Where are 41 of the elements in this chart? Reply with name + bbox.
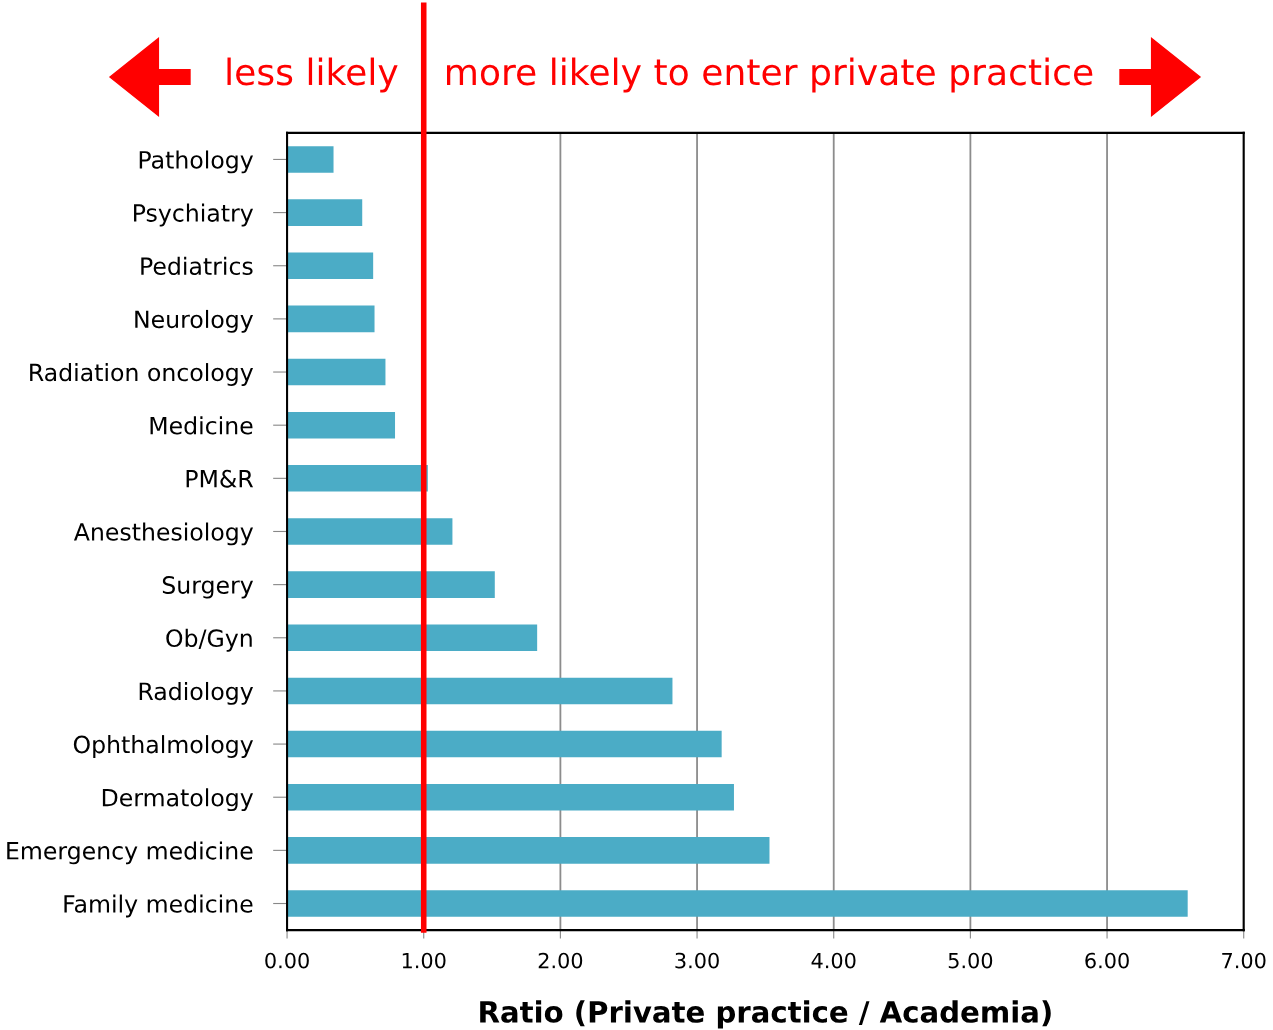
bar (287, 837, 770, 864)
bar (287, 730, 722, 758)
x-axis-title: Ratio (Private practice / Academia) (480, 1000, 1051, 1029)
bar (287, 358, 386, 386)
y-tick-label: Family medicine (64, 894, 253, 918)
y-tick-label: Anesthesiology (73, 522, 254, 546)
x-tick-label: 6.00 (1085, 952, 1129, 969)
y-tick-label: Psychiatry (134, 203, 254, 227)
y-tick-label: Radiology (139, 681, 254, 705)
y-tick-label: Pediatrics (141, 256, 253, 276)
bar (287, 571, 495, 598)
y-tick-label: Neurology (135, 309, 254, 333)
x-tick-label: 0.00 (265, 952, 309, 969)
y-tick-label: Ob/Gyn (166, 628, 252, 652)
y-tick-label: Radiation oncology (30, 363, 254, 386)
x-tick-label: 4.00 (811, 952, 856, 969)
bar (287, 465, 428, 492)
bar (287, 624, 538, 652)
bar (287, 518, 453, 545)
y-tick-label: Surgery (162, 576, 254, 599)
bar (287, 305, 375, 333)
bar (287, 146, 334, 173)
y-tick-label: Emergency medicine (7, 841, 253, 865)
x-tick-label: 3.00 (675, 952, 719, 969)
x-tick-label: 1.00 (402, 952, 446, 969)
bar (287, 890, 1188, 917)
bar (287, 252, 374, 280)
bar (287, 411, 396, 439)
y-tick-label: Dermatology (102, 788, 254, 812)
bar (287, 199, 363, 226)
y-tick-label: Ophthalmology (73, 735, 254, 758)
y-tick-label: PM&R (186, 469, 254, 488)
x-tick-label: 5.00 (948, 952, 993, 969)
x-tick-label: 7.00 (1222, 952, 1266, 969)
y-tick-label: Medicine (150, 416, 253, 435)
text: less likely (227, 57, 398, 93)
y-tick-label: Pathology (139, 150, 254, 174)
text: more likely to enter private practice (447, 57, 1093, 93)
bar (287, 677, 673, 705)
x-tick-label: 2.00 (538, 952, 583, 969)
bar (287, 783, 734, 811)
